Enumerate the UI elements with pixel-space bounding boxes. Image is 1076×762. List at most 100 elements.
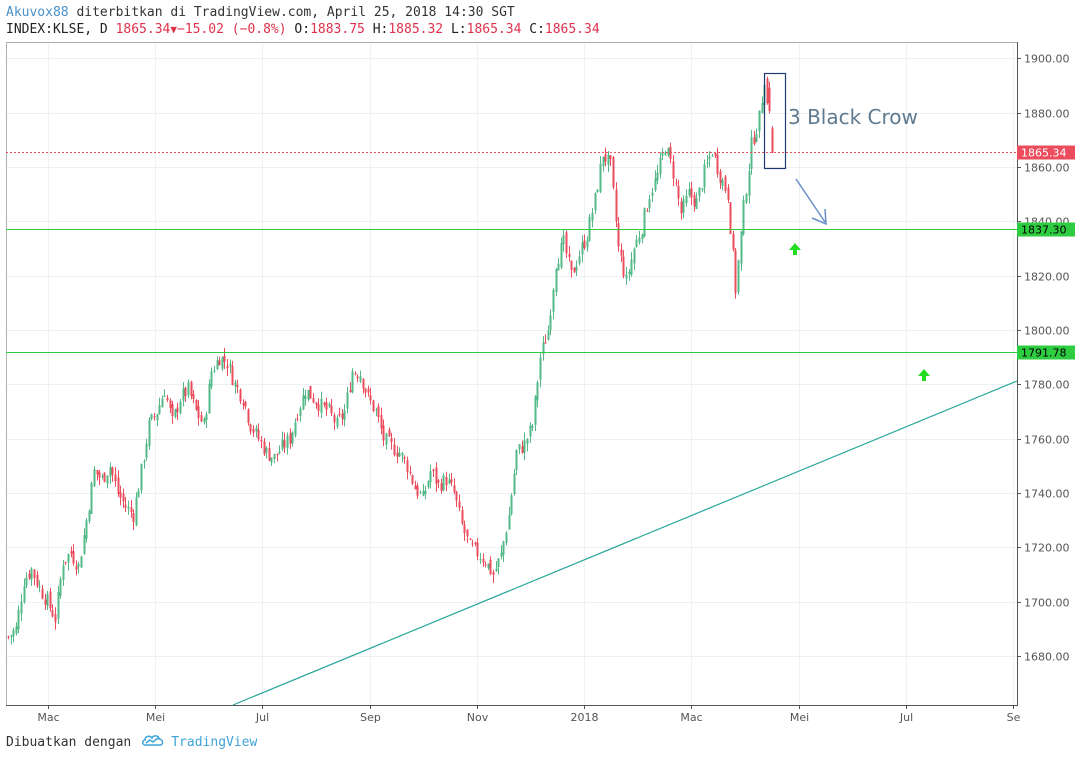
candle-body — [291, 432, 294, 444]
candle-body — [539, 357, 542, 380]
candle-body — [495, 568, 498, 572]
candle-body — [716, 154, 719, 175]
down-arrow-icon[interactable] — [795, 178, 827, 226]
candle-body — [711, 155, 714, 157]
author-link[interactable]: Akuvox88 — [6, 5, 69, 20]
candle-body — [654, 178, 657, 191]
candle-body — [169, 400, 172, 408]
x-tick-label: Mac — [37, 711, 59, 724]
candle-body — [23, 586, 26, 603]
candle-body — [158, 405, 161, 414]
close-label: C: — [529, 22, 545, 37]
candle-body — [70, 551, 73, 554]
candle-body — [742, 200, 745, 235]
candle-body — [182, 388, 185, 401]
made-with-label: Dibuatkan dengan — [6, 734, 132, 750]
candle-body — [218, 360, 221, 366]
candle-body — [594, 192, 597, 211]
candle-body — [721, 179, 724, 186]
candle-body — [252, 428, 255, 433]
candle-body — [690, 188, 693, 198]
candle-body — [732, 233, 735, 250]
candle-body — [268, 448, 271, 461]
low-value: 1865.34 — [466, 22, 522, 37]
candle-body — [270, 457, 273, 463]
candle-body — [25, 577, 28, 586]
candle-body — [427, 481, 430, 488]
candle-body — [362, 378, 365, 389]
candle-body — [307, 390, 310, 400]
three-black-crow-box[interactable] — [763, 72, 787, 170]
low-label: L: — [450, 22, 467, 37]
candle-body — [119, 492, 122, 498]
candle-body — [304, 395, 307, 399]
open-label: O: — [294, 22, 311, 37]
candle-body — [156, 414, 159, 421]
candle-body — [137, 490, 140, 498]
grid-lines — [6, 42, 1017, 705]
x-tick-label: Mei — [790, 711, 809, 724]
candle-body — [453, 485, 456, 492]
candle-body — [96, 469, 99, 475]
candle-body — [62, 565, 65, 580]
uptrend-line[interactable] — [232, 380, 1018, 706]
candle-body — [560, 243, 563, 268]
y-tick-label: 1860.00 — [1024, 162, 1070, 175]
candle-body — [641, 234, 644, 240]
candle-body — [330, 405, 333, 414]
candle-body — [502, 541, 505, 555]
tradingview-brand-link[interactable]: TradingView — [171, 734, 258, 750]
candle-body — [236, 385, 239, 388]
candle-body — [492, 571, 495, 575]
candle-body — [531, 425, 534, 428]
candle-body — [497, 558, 500, 568]
candle-body — [526, 438, 529, 444]
footer: Dibuatkan dengan TradingView — [6, 733, 257, 751]
candle-body — [109, 466, 112, 477]
candle-body — [544, 342, 547, 344]
candle-body — [216, 360, 219, 370]
y-tick-label: 1700.00 — [1024, 597, 1070, 610]
three-black-crow-label[interactable]: 3 Black Crow — [788, 105, 918, 129]
candle-body — [143, 461, 146, 463]
candle-body — [221, 357, 224, 369]
candle-body — [356, 376, 359, 379]
candle-body — [294, 422, 297, 436]
candle-body — [586, 240, 589, 248]
candle-body — [458, 501, 461, 508]
candle-body — [174, 409, 177, 417]
candle-body — [403, 457, 406, 459]
candle-body — [140, 463, 143, 491]
candle-body — [239, 389, 242, 402]
candle-body — [205, 414, 208, 421]
candle-body — [192, 394, 195, 399]
candle-body — [448, 479, 451, 484]
candle-body — [750, 137, 753, 170]
candle-body — [620, 249, 623, 256]
candle-body — [106, 475, 109, 484]
publish-line: Akuvox88 diterbitkan di TradingView.com,… — [6, 4, 600, 21]
candle-body — [390, 438, 393, 443]
candle-body — [200, 415, 203, 422]
candle-body — [255, 427, 258, 432]
candle-body — [661, 151, 664, 156]
candle-body — [153, 416, 156, 418]
candle-body — [461, 509, 464, 524]
candle-body — [179, 401, 182, 414]
candle-body — [289, 433, 292, 445]
candle-body — [101, 475, 104, 477]
candle-body — [234, 382, 237, 387]
candle-body — [263, 441, 266, 455]
candle-body — [476, 542, 479, 557]
candle-body — [336, 417, 339, 427]
candle-body — [450, 479, 453, 483]
candle-body — [677, 185, 680, 199]
candle-body — [257, 429, 260, 440]
candle-body — [385, 433, 388, 445]
candle-body — [583, 240, 586, 248]
candle-body — [302, 394, 305, 410]
candle-body — [375, 409, 378, 411]
candle-body — [150, 414, 153, 420]
candle-body — [435, 467, 438, 485]
